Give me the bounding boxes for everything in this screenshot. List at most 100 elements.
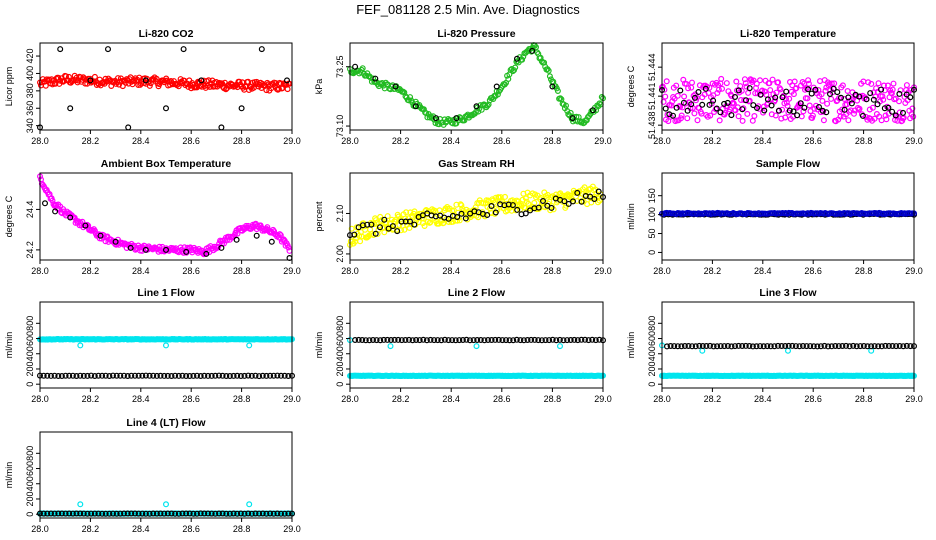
chart-title: Li-820 Temperature xyxy=(740,28,836,40)
data-point xyxy=(40,510,47,517)
data-point xyxy=(824,100,831,107)
data-point xyxy=(80,372,87,379)
chart-title: Line 2 Flow xyxy=(448,287,506,299)
data-point xyxy=(150,372,157,379)
data-point xyxy=(88,510,95,517)
data-point xyxy=(153,510,160,517)
plot-frame xyxy=(661,172,915,261)
x-tick-label: 29.0 xyxy=(594,136,612,146)
data-point xyxy=(438,211,445,218)
data-point xyxy=(784,102,791,109)
data-point xyxy=(179,372,186,379)
data-point xyxy=(398,337,405,344)
data-point xyxy=(454,217,461,224)
data-point xyxy=(685,343,692,350)
data-point xyxy=(215,243,222,250)
data-point xyxy=(746,343,753,350)
data-point xyxy=(707,112,714,119)
data-point xyxy=(565,200,572,207)
data-point xyxy=(828,80,835,87)
data-point xyxy=(281,510,288,517)
data-point xyxy=(714,89,721,96)
data-point xyxy=(684,115,691,122)
data-point xyxy=(480,200,487,207)
x-tick-label: 29.0 xyxy=(594,394,612,404)
data-point xyxy=(689,343,696,350)
data-point xyxy=(226,510,233,517)
data-point xyxy=(730,100,737,107)
data-point xyxy=(548,204,555,211)
data-point xyxy=(109,372,116,379)
x-tick-label: 28.8 xyxy=(855,136,873,146)
y-tick-label: 0 xyxy=(25,382,35,387)
data-point xyxy=(899,109,906,116)
data-point xyxy=(284,86,291,93)
data-point xyxy=(744,110,751,117)
data-point xyxy=(506,337,513,344)
data-point xyxy=(73,373,80,380)
data-point xyxy=(807,343,814,350)
data-point xyxy=(895,98,902,105)
x-tick-label: 28.2 xyxy=(82,394,100,404)
data-point xyxy=(598,93,605,100)
data-point xyxy=(67,105,74,112)
y-tick-label: 51.438 xyxy=(647,111,657,139)
data-point xyxy=(752,90,759,97)
data-point xyxy=(896,90,903,97)
data-point xyxy=(69,510,76,517)
data-point xyxy=(44,510,51,517)
x-tick-label: 28.0 xyxy=(31,524,49,534)
x-tick-label: 28.6 xyxy=(182,524,200,534)
data-point xyxy=(517,337,524,344)
data-point xyxy=(270,510,277,517)
data-point xyxy=(883,116,890,123)
x-tick-label: 28.2 xyxy=(704,266,722,276)
y-tick-label: 2.00 xyxy=(335,245,345,263)
data-point xyxy=(373,337,380,344)
data-point xyxy=(839,343,846,350)
chart-line-1-flow: Line 1 Flow 28.0 28.2 28.4 28.6 28.8 29.0 0 2004… xyxy=(4,287,301,404)
data-point xyxy=(95,510,102,517)
data-point xyxy=(484,102,491,109)
data-point xyxy=(495,336,502,343)
data-point xyxy=(790,108,797,115)
data-point xyxy=(91,227,98,234)
data-point xyxy=(819,107,826,114)
data-point xyxy=(692,343,699,350)
data-point xyxy=(881,105,888,112)
data-point xyxy=(124,510,131,517)
series-black xyxy=(663,342,917,350)
y-tick-label: 24.4 xyxy=(25,201,35,219)
data-point xyxy=(368,221,375,228)
data-point xyxy=(531,199,538,206)
data-point xyxy=(514,206,521,213)
data-point xyxy=(427,219,434,226)
data-point xyxy=(535,337,542,344)
x-tick-label: 28.0 xyxy=(653,394,671,404)
data-point xyxy=(234,372,241,379)
y-tick-label: 800 xyxy=(647,316,657,331)
data-point xyxy=(839,106,846,113)
data-point xyxy=(380,336,387,343)
y-axis-label: ml/min xyxy=(4,332,14,359)
data-point xyxy=(423,337,430,344)
chart-li820-co2: Li-820 CO2 28.0 28.2 28.4 28.6 28.8 29.0 340 360… xyxy=(4,28,301,146)
data-point xyxy=(267,372,274,379)
data-point xyxy=(837,94,844,101)
chart-title: Li-820 CO2 xyxy=(139,28,194,40)
data-point xyxy=(65,73,72,80)
chart-gas-stream-rh: Gas Stream RH 28.0 28.2 28.4 28.6 28.8 29.0 2.0… xyxy=(314,158,612,276)
data-point xyxy=(99,372,106,379)
data-point xyxy=(175,83,182,90)
y-tick-label: 400 xyxy=(335,346,345,361)
data-point xyxy=(574,189,581,196)
data-point xyxy=(890,80,897,87)
data-point xyxy=(662,93,669,100)
data-point xyxy=(449,120,456,127)
data-point xyxy=(789,342,796,349)
chart-title: Gas Stream RH xyxy=(438,158,514,170)
data-point xyxy=(241,372,248,379)
data-point xyxy=(549,336,556,343)
data-point xyxy=(77,342,84,349)
data-point xyxy=(372,230,379,237)
